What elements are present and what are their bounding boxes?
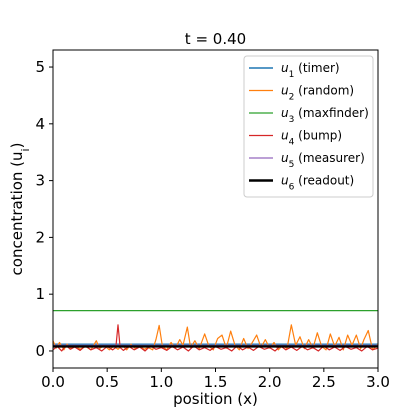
legend-box bbox=[243, 55, 374, 198]
legend-label-readout: u6 (readout) bbox=[281, 174, 354, 193]
x-tick-label: 0.5 bbox=[95, 373, 119, 391]
y-tick-label: 0 bbox=[35, 342, 45, 360]
y-axis: 0 1 2 3 4 5 bbox=[35, 58, 53, 360]
x-tick-label: 2.0 bbox=[258, 373, 282, 391]
x-tick-label: 0.0 bbox=[41, 373, 65, 391]
y-tick-label: 2 bbox=[35, 228, 45, 246]
legend-label-random: u2 (random) bbox=[281, 84, 354, 103]
chart-title: t = 0.40 bbox=[185, 30, 246, 48]
legend: u1 (timer) u2 (random) u3 (maxfinder) u4 (b… bbox=[243, 55, 374, 198]
y-tick-label: 3 bbox=[35, 172, 45, 190]
legend-label-bump: u4 (bump) bbox=[281, 129, 342, 148]
y-tick-label: 5 bbox=[35, 58, 45, 76]
y-tick-label: 1 bbox=[35, 285, 45, 303]
x-axis: 0.0 0.5 1.0 1.5 2.0 2.5 3.0 bbox=[41, 368, 390, 391]
x-tick-label: 1.5 bbox=[204, 373, 228, 391]
plot-lines bbox=[52, 310, 379, 352]
legend-label-measurer: u5 (measurer) bbox=[281, 151, 365, 170]
series-line-bump bbox=[52, 324, 379, 352]
y-tick-label: 4 bbox=[35, 115, 45, 133]
y-axis-label: concentration (ui) bbox=[8, 143, 32, 276]
legend-label-maxfinder: u3 (maxfinder) bbox=[281, 106, 369, 125]
x-axis-label: position (x) bbox=[173, 390, 258, 408]
x-tick-label: 2.5 bbox=[312, 373, 336, 391]
x-tick-label: 1.0 bbox=[149, 373, 173, 391]
x-tick-label: 3.0 bbox=[366, 373, 390, 391]
legend-label-timer: u1 (timer) bbox=[281, 61, 340, 80]
